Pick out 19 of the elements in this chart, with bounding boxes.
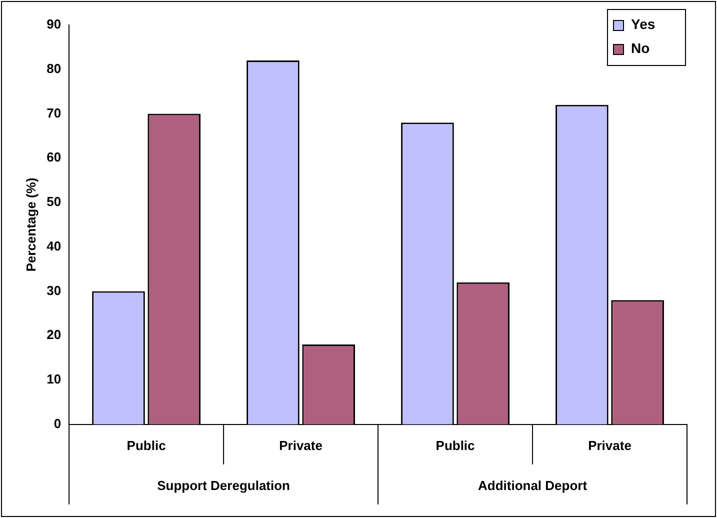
y-tick-label: 20 — [46, 327, 62, 342]
y-tick-label: 80 — [46, 60, 62, 76]
legend-label: No — [631, 40, 650, 56]
y-tick-label: 70 — [46, 105, 62, 120]
y-tick-label: 40 — [46, 238, 62, 254]
x-tick-label: Public — [126, 438, 166, 453]
y-tick-label: 0 — [54, 416, 62, 431]
x-tick-label: Private — [279, 438, 322, 453]
y-tick-label: 50 — [46, 194, 62, 210]
x-tick-label: Public — [436, 438, 475, 453]
y-tick-label: 90 — [46, 16, 62, 32]
text: Additional Deport — [478, 478, 588, 493]
legend-label: Yes — [631, 16, 656, 32]
y-tick-label: 10 — [46, 372, 62, 387]
x-tick-label: Private — [588, 438, 632, 453]
text: Support Deregulation — [157, 478, 290, 493]
y-axis-title: Percentage (%) — [23, 178, 38, 272]
y-tick-label: 30 — [46, 282, 62, 298]
y-tick-label: 60 — [46, 150, 62, 165]
